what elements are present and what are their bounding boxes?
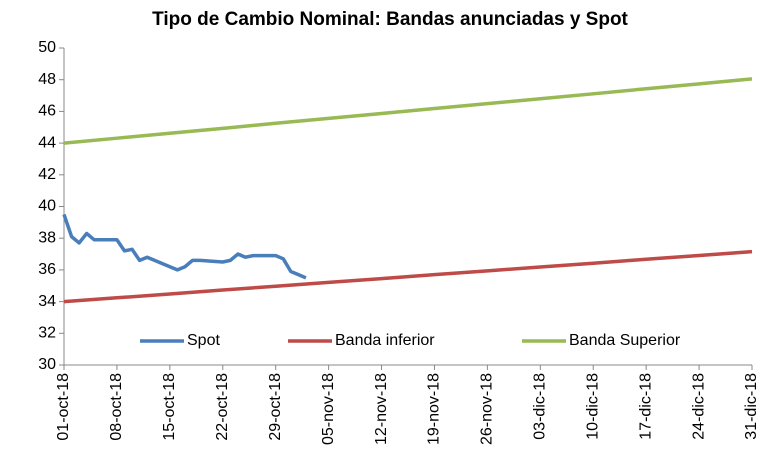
series-line — [63, 77, 753, 145]
y-tick-label: 44 — [38, 134, 56, 151]
y-tick-label: 32 — [38, 325, 56, 342]
y-tick-label: 36 — [38, 261, 56, 278]
y-tick-label: 50 — [38, 39, 56, 56]
x-tick-label: 01-oct-18 — [55, 373, 72, 441]
x-tick-label: 03-dic-18 — [532, 373, 549, 440]
y-tick-label: 48 — [38, 71, 56, 88]
x-tick-label: 12-nov-18 — [373, 373, 390, 445]
x-tick-label: 22-oct-18 — [214, 373, 231, 441]
x-tick-label: 26-nov-18 — [479, 373, 496, 445]
chart-title: Tipo de Cambio Nominal: Bandas anunciada… — [152, 9, 628, 30]
x-tick-label: 15-oct-18 — [161, 373, 178, 441]
y-tick-label: 34 — [38, 293, 56, 310]
y-tick-label: 46 — [38, 103, 56, 120]
y-tick-label: 30 — [38, 356, 56, 373]
y-tick-label: 40 — [38, 198, 56, 215]
series-line — [62, 213, 307, 280]
legend-label: Banda Superior — [569, 332, 681, 349]
y-tick-label: 42 — [38, 166, 56, 183]
x-tick-label: 31-dic-18 — [743, 373, 760, 440]
x-tick-label: 29-oct-18 — [267, 373, 284, 441]
x-tick-label: 19-nov-18 — [426, 373, 443, 445]
legend-label: Spot — [187, 332, 220, 349]
x-tick-label: 05-nov-18 — [320, 373, 337, 445]
series-line — [63, 249, 753, 304]
x-tick-label: 10-dic-18 — [584, 373, 601, 440]
x-tick-label: 24-dic-18 — [690, 373, 707, 440]
x-tick-label: 08-oct-18 — [108, 373, 125, 441]
legend-label: Banda inferior — [335, 332, 435, 349]
x-tick-label: 17-dic-18 — [637, 373, 654, 440]
y-tick-label: 38 — [38, 229, 56, 246]
